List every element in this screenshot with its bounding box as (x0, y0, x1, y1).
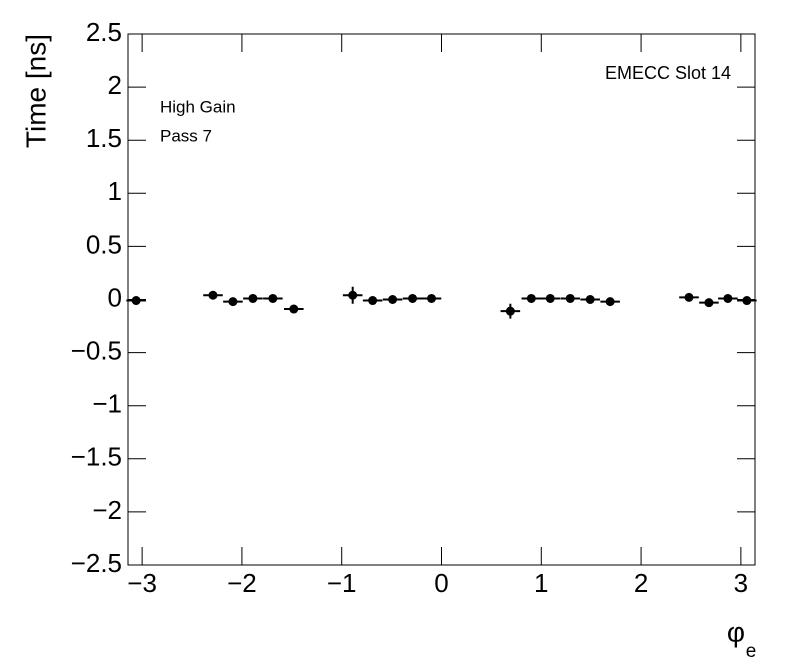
y-tick-label: 0 (108, 282, 122, 312)
data-point (585, 295, 595, 304)
data-point (368, 296, 378, 306)
y-tick-label: 2.5 (86, 17, 122, 47)
data-point (565, 293, 575, 303)
data-point (723, 293, 733, 303)
y-tick-label: −2.5 (71, 548, 122, 578)
y-tick-label: −0.5 (71, 335, 122, 365)
data-point (388, 295, 398, 304)
data-point (605, 297, 615, 307)
data-point (742, 296, 752, 306)
data-point (268, 293, 278, 303)
x-tick-label: −1 (327, 568, 357, 598)
annotation: EMECC Slot 14 (605, 63, 731, 83)
data-point (408, 293, 418, 303)
y-tick-label: 1.5 (86, 123, 122, 153)
data-point (545, 293, 555, 303)
data-point (131, 296, 141, 306)
data-point (289, 304, 299, 314)
y-tick-label: −1 (92, 389, 122, 419)
x-tick-label: 3 (734, 568, 748, 598)
y-tick-label: −2 (92, 495, 122, 525)
x-axis-title: φ (727, 616, 745, 647)
x-tick-label: 0 (434, 568, 448, 598)
data-point (348, 290, 358, 300)
x-axis-title-sub: e (746, 641, 757, 662)
y-tick-label: 2 (108, 70, 122, 100)
data-point (208, 290, 218, 300)
x-tick-label: −3 (127, 568, 157, 598)
y-tick-label: 0.5 (86, 229, 122, 259)
data-point (228, 297, 238, 307)
y-tick-label: 1 (108, 176, 122, 206)
data-point (704, 298, 714, 308)
data-point (505, 306, 515, 316)
data-point (526, 293, 536, 303)
y-tick-label: −1.5 (71, 442, 122, 472)
x-tick-label: 2 (634, 568, 648, 598)
x-tick-label: 1 (534, 568, 548, 598)
annotation: Pass 7 (160, 126, 212, 145)
y-axis-title: Time [ns] (20, 34, 51, 148)
data-point (427, 293, 437, 303)
data-point (248, 293, 258, 303)
data-point (684, 292, 694, 302)
x-tick-label: −2 (227, 568, 257, 598)
annotation: High Gain (160, 97, 236, 116)
